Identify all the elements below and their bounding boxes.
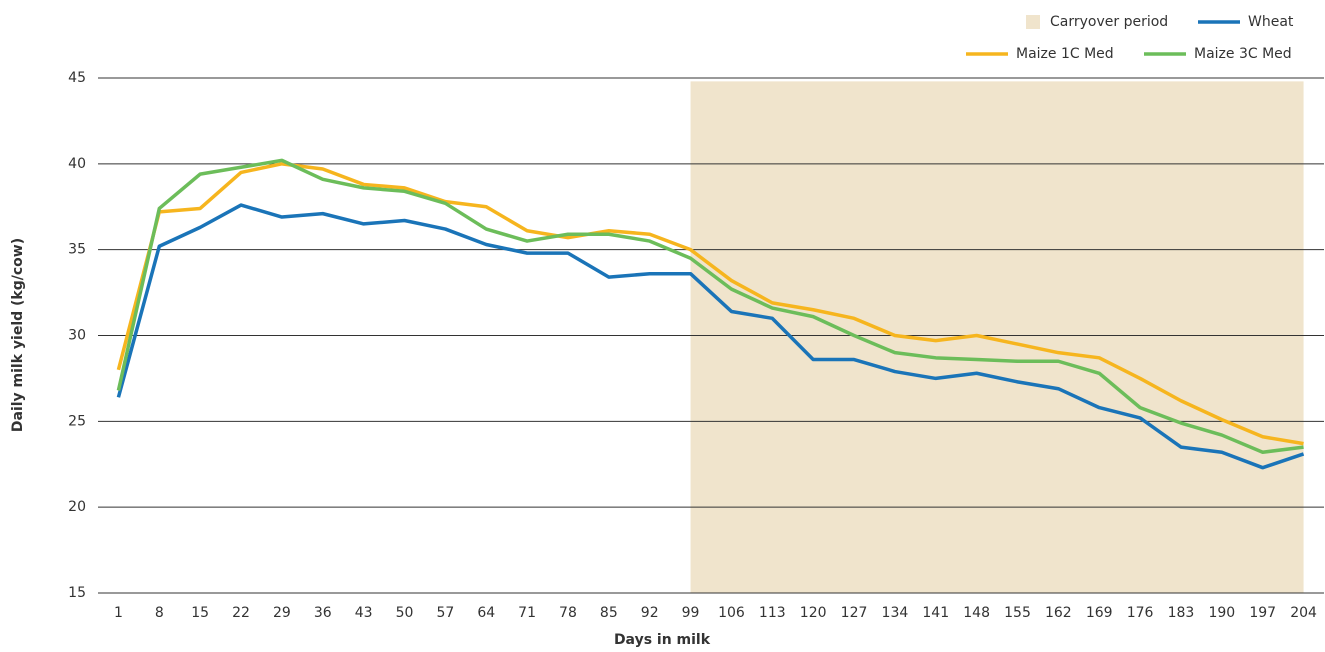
x-tick-label: 99 <box>682 605 700 621</box>
x-tick-label: 85 <box>600 605 618 621</box>
legend-label: Carryover period <box>1050 14 1168 30</box>
x-tick-label: 113 <box>759 605 786 621</box>
x-tick-label: 204 <box>1290 605 1317 621</box>
x-tick-label: 36 <box>314 605 332 621</box>
x-tick-label: 120 <box>800 605 827 621</box>
y-tick-label: 25 <box>68 413 86 429</box>
legend-label: Maize 3C Med <box>1194 46 1292 62</box>
x-tick-label: 148 <box>963 605 990 621</box>
x-tick-label: 1 <box>114 605 123 621</box>
x-tick-label: 71 <box>518 605 536 621</box>
legend-label: Maize 1C Med <box>1016 46 1114 62</box>
y-tick-label: 15 <box>68 585 86 601</box>
x-tick-label: 169 <box>1086 605 1113 621</box>
x-tick-label: 197 <box>1249 605 1276 621</box>
series-line <box>116 203 1305 470</box>
x-tick-label: 78 <box>559 605 577 621</box>
x-tick-label: 134 <box>882 605 909 621</box>
x-tick-label: 183 <box>1168 605 1195 621</box>
y-axis-title: Daily milk yield (kg/cow) <box>10 238 26 432</box>
x-tick-label: 8 <box>155 605 164 621</box>
x-tick-label: 22 <box>232 605 250 621</box>
series-line <box>116 158 1304 454</box>
x-tick-label: 106 <box>718 605 745 621</box>
y-tick-label: 20 <box>68 499 86 515</box>
x-tick-label: 141 <box>922 605 949 621</box>
x-tick-label: 29 <box>273 605 291 621</box>
x-tick-label: 155 <box>1004 605 1031 621</box>
x-tick-label: 162 <box>1045 605 1072 621</box>
legend-swatch <box>1026 15 1040 29</box>
x-tick-label: 57 <box>436 605 454 621</box>
y-tick-label: 45 <box>68 70 86 86</box>
carryover-area <box>690 81 1304 593</box>
x-tick-label: 43 <box>355 605 373 621</box>
x-tick-label: 50 <box>396 605 414 621</box>
y-tick-label: 30 <box>68 328 86 344</box>
y-tick-label: 35 <box>68 242 86 258</box>
legend-label: Wheat <box>1248 14 1294 30</box>
x-tick-label: 176 <box>1127 605 1154 621</box>
x-tick-label: 190 <box>1208 605 1235 621</box>
y-tick-label: 40 <box>68 156 86 172</box>
x-tick-label: 64 <box>477 605 495 621</box>
x-tick-label: 92 <box>641 605 659 621</box>
x-tick-label: 127 <box>841 605 868 621</box>
x-axis-title: Days in milk <box>614 632 711 648</box>
x-tick-label: 15 <box>191 605 209 621</box>
series-line <box>116 162 1304 446</box>
